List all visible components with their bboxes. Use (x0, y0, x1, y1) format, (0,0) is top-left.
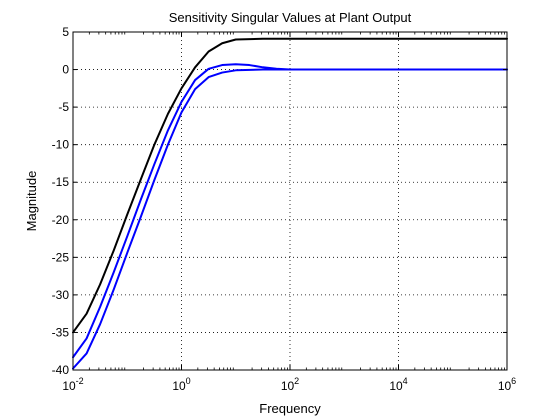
x-tick-label-exponent: -2 (76, 376, 84, 386)
x-tick-label-base: 10 (62, 379, 76, 393)
x-tick-label: 10-2 (62, 376, 83, 393)
y-tick-label: -25 (52, 250, 70, 264)
x-tick-label: 106 (498, 376, 516, 393)
x-tick-label: 104 (389, 376, 407, 393)
y-tick-label: -10 (52, 138, 70, 152)
y-tick-label: -35 (52, 325, 70, 339)
ticks (72, 31, 508, 371)
series-line-1 (72, 37, 508, 334)
series-line-3 (72, 68, 508, 370)
x-axis-label: Frequency (259, 401, 321, 416)
x-tick-label-base: 10 (281, 379, 295, 393)
chart-title: Sensitivity Singular Values at Plant Out… (169, 10, 412, 25)
y-axis-label: Magnitude (24, 171, 39, 232)
x-tick-label: 100 (172, 376, 190, 393)
x-tick-label-exponent: 6 (511, 376, 516, 386)
y-tick-label: -20 (52, 213, 70, 227)
y-tick-label: 5 (62, 25, 69, 39)
x-tick-label: 102 (281, 376, 299, 393)
x-tick-label-base: 10 (389, 379, 403, 393)
y-tick-label: -15 (52, 175, 70, 189)
y-tick-label: -5 (58, 100, 69, 114)
x-tick-label-exponent: 0 (186, 376, 191, 386)
x-tick-label-exponent: 4 (403, 376, 408, 386)
x-tick-label-base: 10 (172, 379, 186, 393)
y-tick-label: 0 (62, 63, 69, 77)
x-tick-label-exponent: 2 (294, 376, 299, 386)
y-tick-label: -30 (52, 288, 70, 302)
x-tick-label-base: 10 (498, 379, 512, 393)
series-lines (72, 37, 508, 370)
y-tick-label: -40 (52, 363, 70, 377)
